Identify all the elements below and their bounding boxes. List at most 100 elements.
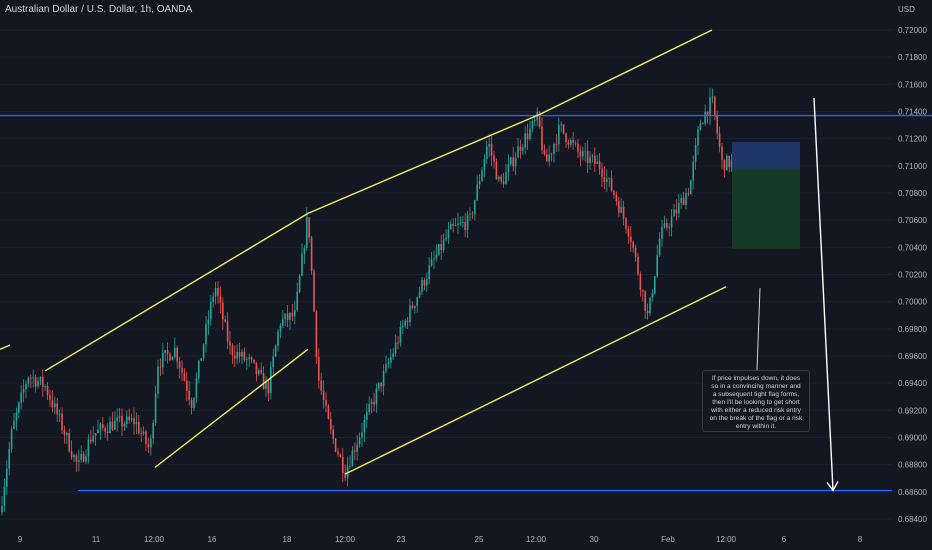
candle-body: [572, 140, 574, 143]
y-tick-label: 0.71400: [898, 108, 927, 117]
candle-body: [82, 453, 85, 462]
candle-body: [481, 170, 483, 182]
candle-body: [534, 120, 536, 121]
candle-body: [546, 154, 548, 162]
channel-lower-line-2: [344, 286, 727, 475]
candle-body: [404, 320, 406, 327]
candle-body: [730, 160, 733, 168]
candle-body: [690, 180, 692, 195]
candle-body: [246, 359, 248, 361]
candle-body: [476, 184, 478, 201]
drawings[interactable]: [0, 29, 932, 492]
candle-body: [529, 128, 531, 140]
axes: USD 0.72000 0.71800 0.71600 0.71400 0.71200 0.…: [18, 5, 928, 544]
candle-body: [262, 373, 265, 390]
y-tick-label: 0.71600: [898, 80, 927, 89]
candle-body: [258, 370, 260, 374]
candle-body: [639, 274, 642, 290]
candle-body: [195, 378, 198, 399]
trade-note[interactable]: If price impulses down, it does so in a …: [702, 370, 810, 432]
candle-body: [320, 380, 322, 391]
candle-body: [709, 97, 711, 116]
candle-body: [145, 431, 147, 444]
candle-body: [10, 428, 13, 450]
y-tick-label: 0.69000: [898, 434, 927, 443]
candle-body: [428, 265, 430, 280]
candle-body: [6, 468, 8, 487]
candle-body: [613, 190, 615, 196]
candle-body: [663, 223, 666, 228]
candle-body: [469, 213, 471, 215]
candle-body: [596, 161, 598, 164]
grid: [0, 29, 892, 520]
candle-body: [286, 313, 289, 320]
candle-body: [44, 386, 46, 387]
candle-body: [94, 432, 97, 437]
candle-body: [231, 345, 234, 356]
candle-body: [202, 344, 205, 359]
candle-body: [236, 352, 238, 359]
candle-body: [714, 96, 716, 117]
candle-body: [265, 382, 267, 390]
candle-body: [519, 146, 522, 151]
candle-body: [538, 112, 541, 127]
x-tick-label: 12:00: [526, 535, 547, 544]
candle-body: [30, 377, 32, 379]
candle-body: [152, 422, 154, 439]
candle-body: [574, 142, 577, 144]
candle-body: [159, 366, 162, 368]
candle-body: [435, 254, 438, 259]
candle-body: [726, 155, 728, 171]
candle-body: [176, 347, 178, 362]
y-tick-label: 0.71000: [898, 162, 927, 171]
candle-body: [126, 416, 128, 424]
candle-body: [654, 276, 656, 294]
candle-body: [414, 305, 416, 309]
candle-body: [466, 214, 469, 230]
candle-body: [721, 146, 723, 160]
candle-body: [642, 289, 644, 292]
candle-body: [140, 433, 142, 435]
candle-body: [356, 444, 358, 452]
candle-body: [380, 382, 382, 387]
candle-body: [423, 280, 426, 286]
candle-body: [142, 431, 145, 434]
candle-body: [670, 216, 673, 228]
candle-body: [375, 388, 378, 405]
candle-body: [27, 377, 30, 384]
candle-body: [234, 355, 236, 359]
candle-body: [594, 155, 596, 164]
candle-body: [622, 206, 625, 219]
candle-body: [162, 352, 164, 368]
candle-body: [673, 209, 675, 217]
candle-body: [157, 366, 159, 394]
candle-body: [510, 157, 512, 165]
candle-body: [634, 247, 637, 257]
candle-body: [198, 360, 200, 379]
y-tick-label: 0.70800: [898, 189, 927, 198]
candle-body: [34, 377, 37, 387]
candle-body: [166, 350, 169, 354]
candle-body: [666, 223, 668, 228]
candle-body: [562, 124, 565, 134]
candle-body: [241, 351, 243, 357]
candle-body: [339, 454, 342, 457]
candle-body: [174, 347, 176, 358]
candle-body: [514, 157, 517, 167]
candle-body: [349, 466, 351, 467]
candle-body: [301, 253, 303, 276]
candle-body: [80, 453, 82, 460]
candle-body: [49, 395, 51, 401]
candle-body: [447, 229, 450, 238]
candle-body: [589, 157, 591, 163]
y-tick-label: 0.70000: [898, 298, 927, 307]
candle-body: [147, 443, 150, 448]
candle-body: [346, 466, 349, 478]
x-tick-label: 12:00: [144, 535, 165, 544]
projection-arrow: [813, 97, 834, 491]
candle-body: [378, 382, 380, 389]
y-axis-unit: USD: [898, 5, 915, 14]
candle-body: [267, 382, 270, 394]
